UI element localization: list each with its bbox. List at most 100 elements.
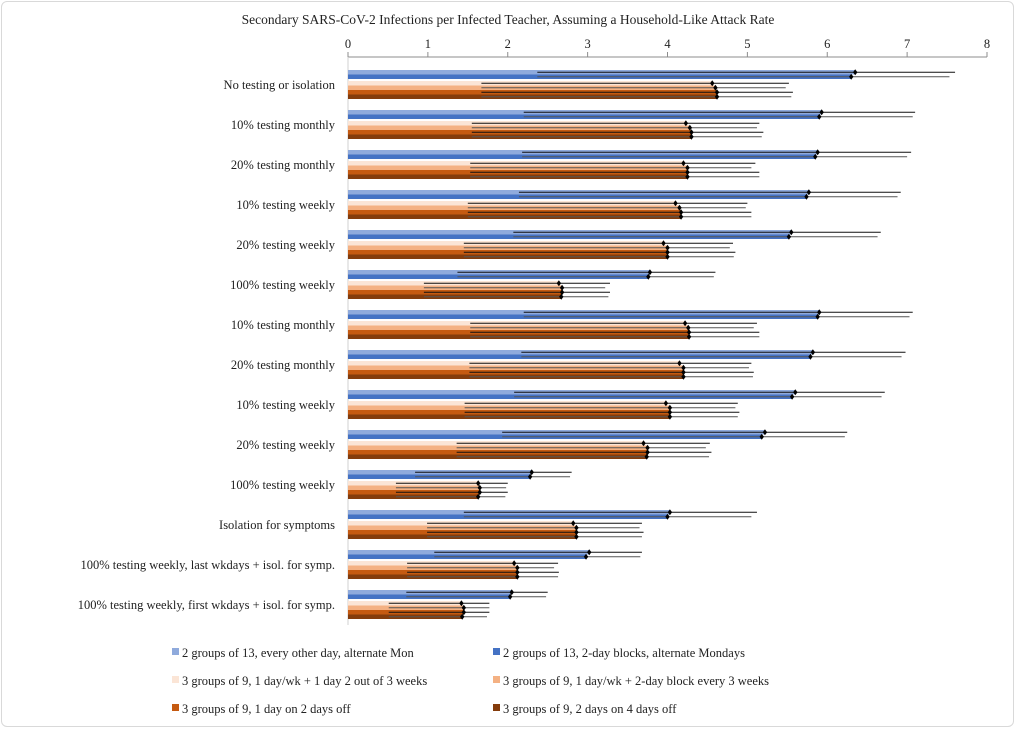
value-marker	[667, 404, 673, 411]
value-marker	[808, 353, 813, 360]
value-marker	[461, 609, 467, 616]
chart-title: Secondary SARS-CoV-2 Infections per Infe…	[242, 12, 775, 27]
error-bars	[388, 69, 956, 620]
value-marker	[645, 449, 650, 456]
value-marker	[460, 613, 465, 620]
legend-label: 3 groups of 9, 1 day on 2 days off	[182, 702, 351, 716]
value-marker	[477, 489, 482, 496]
value-marker	[681, 160, 686, 167]
value-marker	[663, 400, 669, 407]
value-marker	[678, 209, 684, 216]
legend-swatch	[493, 648, 500, 655]
value-marker	[574, 533, 579, 540]
value-marker	[806, 189, 812, 196]
value-marker	[647, 269, 653, 276]
value-marker	[574, 529, 579, 536]
value-marker	[689, 129, 694, 136]
value-marker	[815, 149, 820, 156]
legend-label: 3 groups of 9, 1 day/wk + 1 day 2 out of…	[182, 674, 427, 688]
value-marker	[681, 373, 686, 380]
value-marker	[678, 213, 684, 220]
value-marker	[819, 109, 824, 116]
value-marker	[645, 444, 650, 451]
value-marker	[714, 93, 720, 100]
value-marker	[789, 393, 795, 400]
value-marker	[673, 200, 678, 207]
value-marker	[571, 520, 576, 527]
value-marker	[685, 173, 690, 180]
value-marker	[527, 473, 533, 480]
legend-label: 2 groups of 13, every other day, alterna…	[182, 646, 415, 660]
value-marker	[685, 169, 690, 176]
value-marker	[683, 120, 689, 127]
category-label: 100% testing weekly, first wkdays + isol…	[78, 598, 335, 612]
category-label: 20% testing weekly	[236, 438, 335, 452]
value-marker	[710, 80, 715, 87]
category-labels: No testing or isolation 10% testing month…	[78, 78, 336, 612]
value-marker	[810, 349, 816, 356]
value-marker	[686, 333, 692, 340]
value-marker	[681, 369, 686, 376]
x-tick-label: 6	[824, 37, 830, 51]
legend-swatch	[172, 704, 179, 711]
x-tick-label: 8	[984, 37, 990, 51]
legend: 2 groups of 13, every other day, alterna…	[172, 646, 769, 716]
value-marker	[817, 113, 822, 120]
value-marker	[681, 364, 686, 371]
value-marker	[477, 484, 482, 491]
category-label: 20% testing monthly	[231, 358, 336, 372]
category-label: 20% testing monthly	[231, 158, 336, 172]
value-marker	[815, 313, 820, 320]
value-marker	[475, 480, 481, 487]
category-label: 10% testing monthly	[231, 318, 336, 332]
x-tick-label: 0	[345, 37, 351, 51]
category-label: 100% testing weekly	[230, 478, 336, 492]
value-marker	[461, 604, 467, 611]
category-label: No testing or isolation	[224, 78, 336, 92]
value-marker	[853, 69, 858, 76]
value-marker	[687, 124, 693, 131]
value-marker	[583, 553, 589, 560]
x-tick-label: 2	[505, 37, 511, 51]
x-tick-label: 1	[425, 37, 431, 51]
value-marker	[515, 573, 520, 580]
x-tick-label: 7	[904, 37, 910, 51]
value-marker	[686, 329, 692, 336]
value-marker	[665, 244, 670, 251]
value-marker	[813, 153, 818, 160]
value-marker	[559, 284, 565, 291]
value-marker	[665, 513, 670, 520]
value-marker	[475, 493, 481, 500]
legend-swatch	[493, 676, 500, 683]
value-marker	[641, 440, 646, 447]
value-marker	[556, 280, 562, 287]
value-marker	[459, 600, 464, 607]
value-marker	[793, 389, 798, 396]
category-label: 10% testing monthly	[231, 118, 336, 132]
value-marker	[685, 164, 690, 171]
legend-swatch	[172, 676, 179, 683]
x-tick-label: 5	[744, 37, 750, 51]
legend-swatch	[493, 704, 500, 711]
value-marker	[677, 204, 682, 211]
category-label: 10% testing weekly	[236, 198, 335, 212]
value-marker	[849, 73, 854, 80]
value-marker	[686, 324, 691, 331]
value-marker	[559, 293, 564, 300]
value-marker	[667, 509, 673, 516]
value-marker	[574, 524, 579, 531]
value-marker	[689, 133, 694, 140]
legend-label: 3 groups of 9, 1 day/wk + 2-day block ev…	[503, 674, 769, 688]
value-marker	[817, 309, 822, 316]
value-marker	[665, 253, 670, 260]
value-marker	[714, 89, 720, 96]
value-marker	[515, 564, 520, 571]
legend-label: 2 groups of 13, 2-day blocks, alternate …	[503, 646, 745, 660]
legend-label: 3 groups of 9, 2 days on 4 days off	[503, 702, 677, 716]
value-marker	[789, 229, 794, 236]
value-marker	[759, 433, 764, 440]
value-marker	[665, 249, 670, 256]
value-marker	[507, 593, 513, 600]
